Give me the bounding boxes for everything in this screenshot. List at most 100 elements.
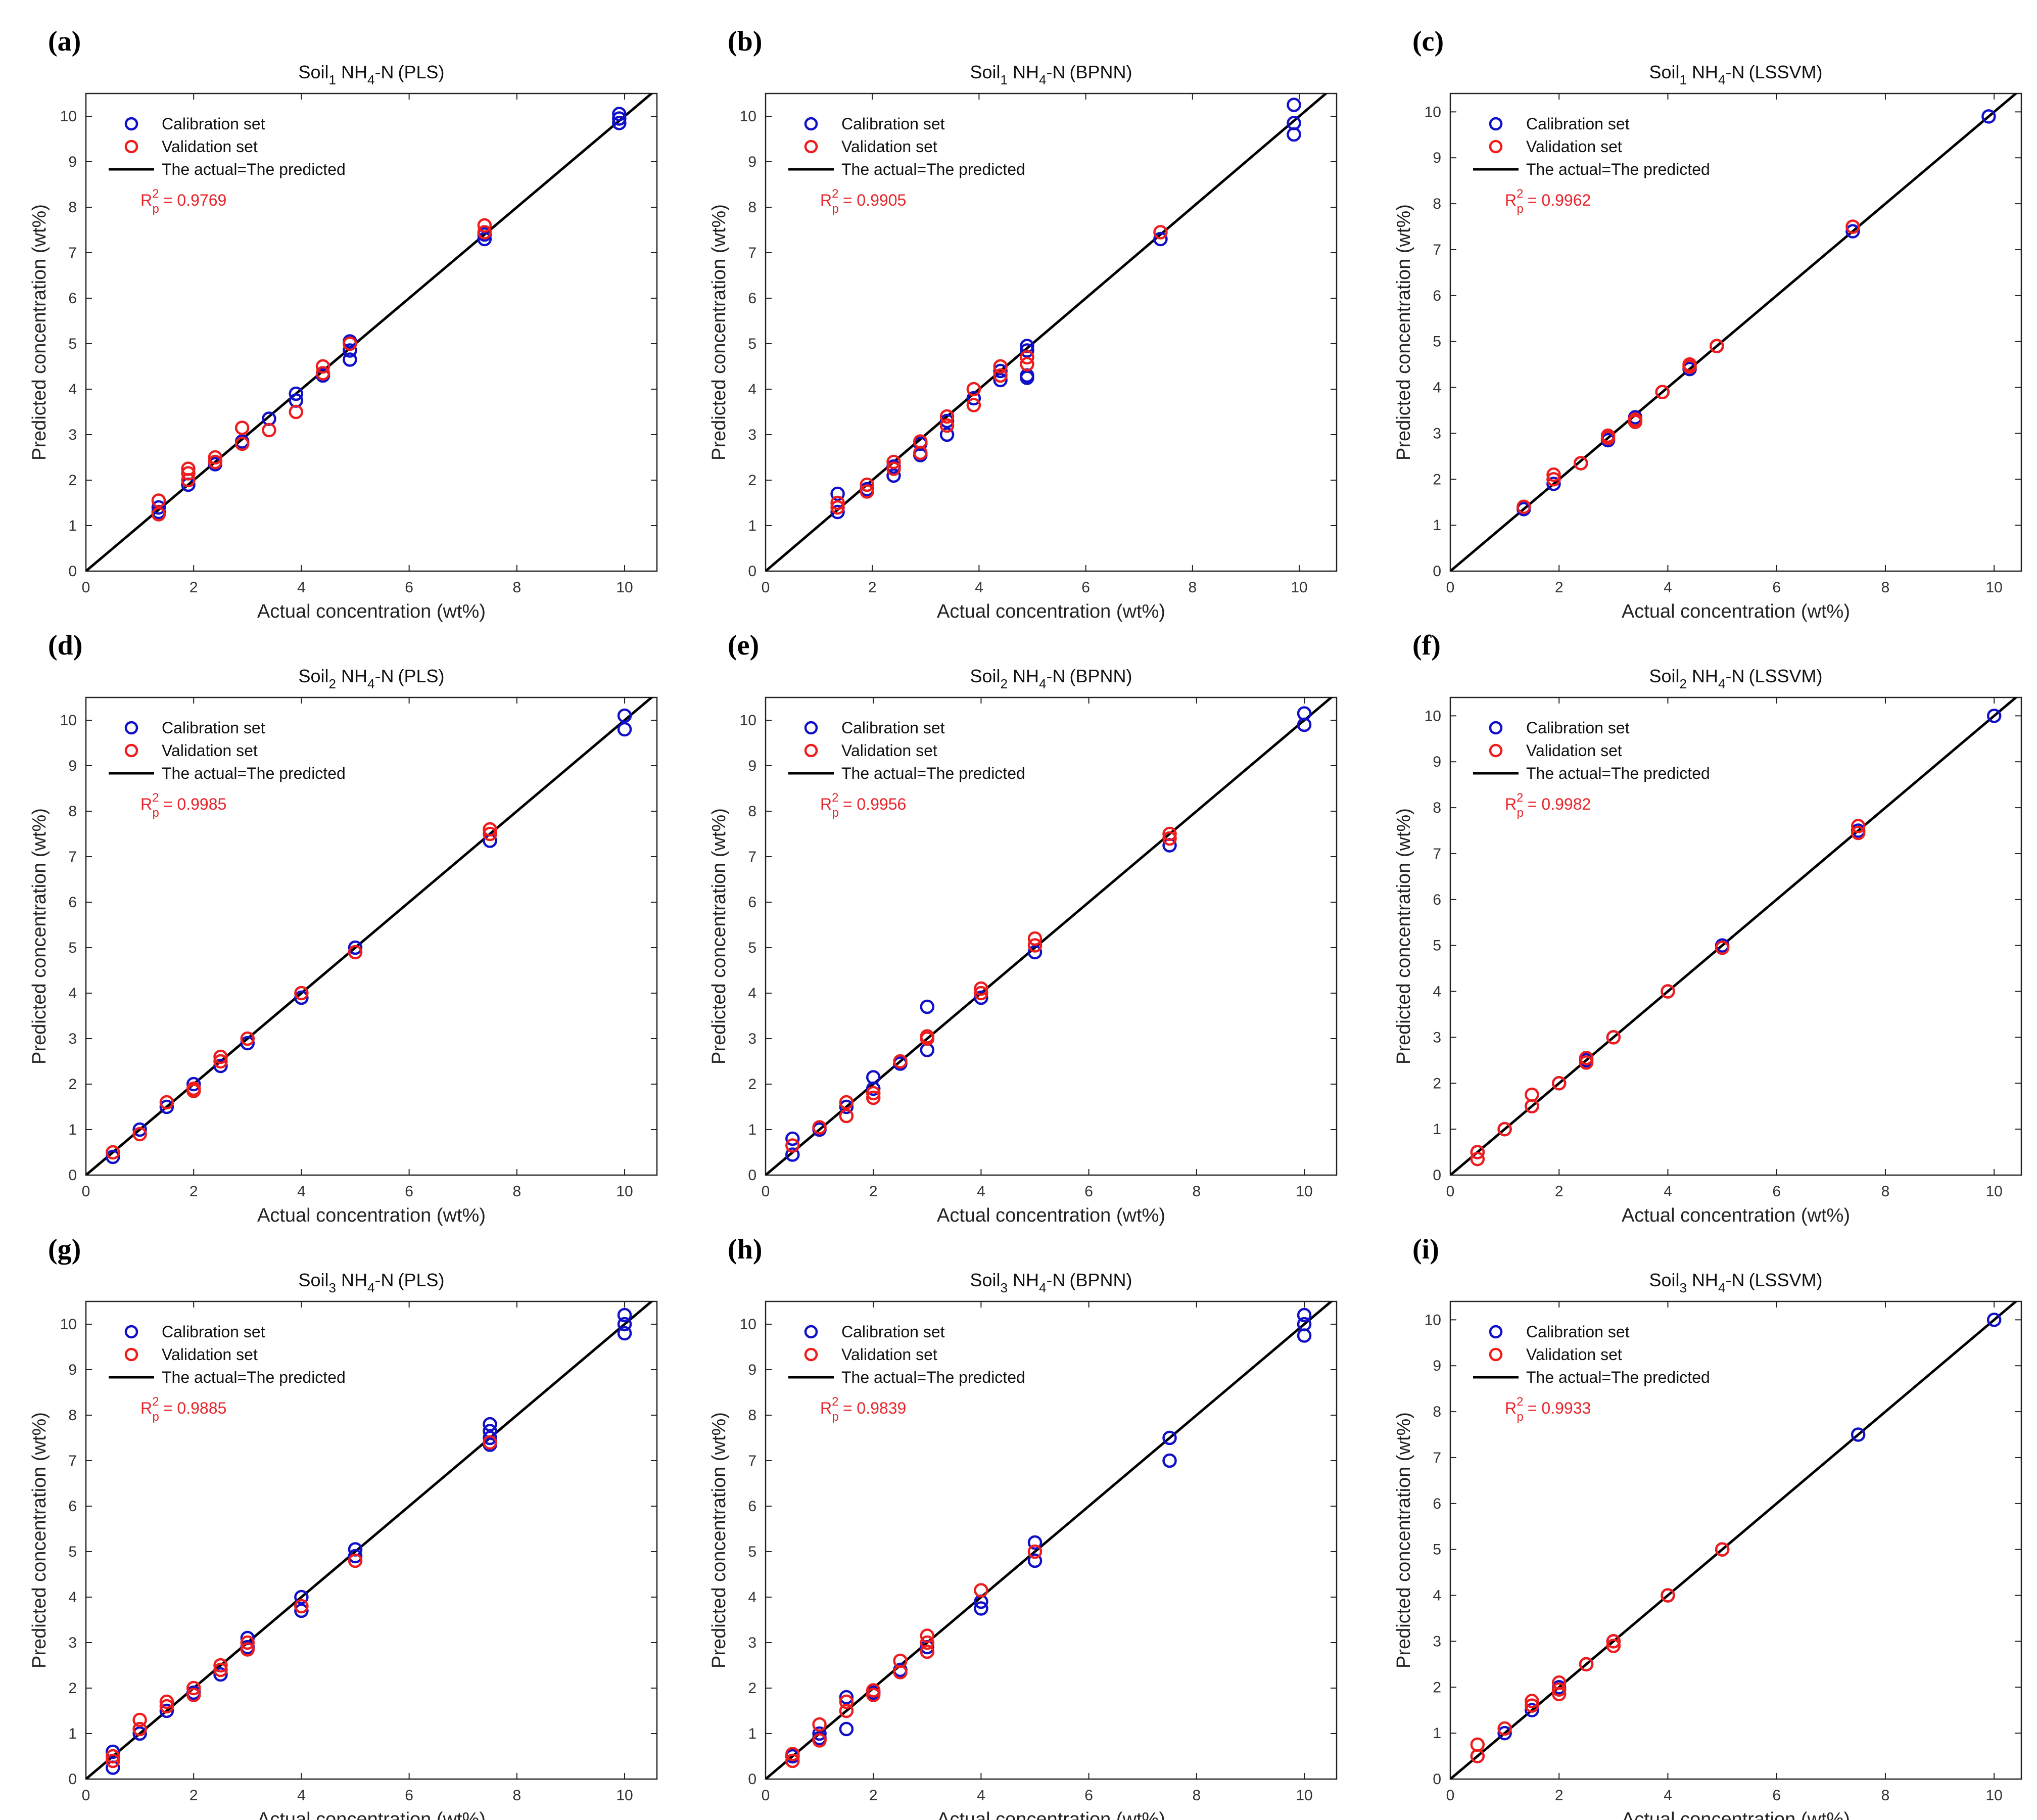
- y-tick-label: 6: [748, 1498, 756, 1515]
- x-tick-label: 2: [1555, 1183, 1564, 1200]
- chart-title: Soil1 NH4-N (BPNN): [970, 62, 1132, 87]
- title-species-suffix: -N: [1725, 62, 1744, 82]
- panel-letter: (a): [48, 26, 81, 57]
- legend-validation-marker: [1489, 139, 1503, 154]
- x-tick-label: 4: [1664, 579, 1672, 596]
- legend-calibration-marker: [1489, 721, 1503, 735]
- validation-point: [1470, 1151, 1485, 1166]
- y-tick-label: 7: [748, 1453, 756, 1469]
- validation-point: [315, 366, 330, 381]
- title-soil: Soil: [299, 62, 329, 82]
- calibration-point: [974, 990, 988, 1005]
- chart-panel: (d)Soil2 NH4-N (PLS)0 2 4 6 8 10012345678910Act…: [29, 630, 658, 1226]
- title-soil-index: 3: [1680, 1280, 1687, 1295]
- validation-point: [893, 1665, 908, 1679]
- validation-point: [477, 218, 492, 233]
- x-tick-label: 4: [1664, 1183, 1672, 1200]
- y-tick-label: 5: [1433, 938, 1441, 954]
- validation-point: [1710, 339, 1724, 354]
- calibration-point: [830, 504, 845, 520]
- axes-box: [1449, 92, 2022, 572]
- calibration-point: [1986, 1313, 2002, 1327]
- y-axis-label: Predicted concentration (wt%): [29, 808, 50, 1064]
- validation-point: [348, 1553, 363, 1568]
- validation-point: [1153, 225, 1168, 240]
- y-tick-label: 3: [1433, 1029, 1441, 1046]
- validation-point: [106, 1145, 120, 1160]
- axes-box: [85, 92, 658, 572]
- panel-letter: (h): [728, 1234, 762, 1265]
- validation-point: [208, 454, 223, 470]
- validation-point: [1606, 1639, 1621, 1653]
- title-soil-index: 3: [1001, 1280, 1008, 1295]
- r2-superscript: 2: [1517, 187, 1523, 201]
- r2-symbol: R: [1505, 1399, 1517, 1417]
- calibration-point: [477, 231, 492, 247]
- calibration-point: [213, 1058, 228, 1074]
- title-species-subscript: 4: [1039, 72, 1046, 87]
- y-tick-label: 7: [1433, 242, 1441, 258]
- title-species: NH: [1013, 666, 1039, 686]
- calibration-point: [132, 1122, 147, 1137]
- r2-superscript: 2: [152, 1395, 159, 1409]
- title-model: (PLS): [398, 62, 444, 82]
- validation-point: [132, 1712, 147, 1728]
- x-tick-label: 2: [868, 579, 877, 596]
- y-tick-label: 7: [1433, 846, 1441, 862]
- y-tick-label: 1: [68, 1725, 77, 1742]
- validation-point: [213, 1054, 228, 1069]
- y-tick-label: 0: [68, 1167, 77, 1184]
- r2-symbol: R: [140, 795, 152, 813]
- validation-point: [483, 1435, 497, 1450]
- legend-line-label: The actual=The predicted: [841, 764, 1025, 782]
- x-tick-label: 0: [762, 579, 770, 596]
- y-tick-label: 0: [68, 563, 77, 580]
- y-tick-label: 4: [68, 381, 77, 398]
- x-tick-label: 6: [1772, 1787, 1781, 1804]
- validation-point: [939, 409, 955, 424]
- y-tick-label: 9: [1433, 754, 1441, 770]
- x-tick-label: 8: [1189, 579, 1197, 596]
- y-tick-label: 8: [748, 1407, 756, 1424]
- calibration-point: [839, 1721, 854, 1737]
- title-soil-index: 3: [329, 1280, 336, 1295]
- axes-box: [765, 696, 1338, 1176]
- validation-point: [920, 1628, 935, 1643]
- y-tick-label: 1: [1433, 517, 1441, 534]
- title-soil: Soil: [970, 1270, 1001, 1290]
- y-tick-label: 10: [60, 1316, 77, 1333]
- y-axis-label: Predicted concentration (wt%): [708, 204, 730, 460]
- y-tick-label: 1: [748, 518, 756, 534]
- validation-point: [151, 493, 166, 508]
- validation-point: [860, 484, 874, 499]
- y-axis-label: Predicted concentration (wt%): [708, 1412, 730, 1668]
- panel-letter: (f): [1412, 630, 1441, 661]
- r2-superscript: 2: [1517, 1395, 1523, 1409]
- validation-point: [1020, 357, 1034, 371]
- y-tick-label: 8: [1433, 800, 1441, 816]
- validation-point: [1497, 1122, 1512, 1137]
- validation-point: [234, 436, 250, 451]
- validation-point: [866, 1090, 881, 1105]
- calibration-point: [617, 1326, 632, 1341]
- r2-symbol: R: [140, 191, 152, 209]
- calibration-point: [1986, 709, 2002, 723]
- validation-point: [240, 1635, 255, 1650]
- legend-calibration-label: Calibration set: [162, 719, 265, 737]
- legend-calibration-label: Calibration set: [1526, 719, 1630, 737]
- chart-panel: (h)Soil3 NH4-N (BPNN)0 2 4 6 8 10012345678910Ac…: [708, 1234, 1338, 1820]
- x-axis-label: Actual concentration (wt%): [257, 1809, 486, 1820]
- y-tick-label: 5: [1433, 1542, 1441, 1558]
- validation-point: [1628, 412, 1643, 427]
- title-species-suffix: -N: [1046, 1270, 1065, 1290]
- chart-panel: (a)Soil1 NH4-N (PLS)0 2 4 6 8 10012345678910Act…: [29, 26, 658, 622]
- calibration-point: [106, 1744, 120, 1759]
- x-axis-label: Actual concentration (wt%): [1622, 1809, 1850, 1820]
- calibration-point: [993, 372, 1008, 388]
- validation-point: [132, 1721, 147, 1737]
- y-tick-label: 1: [68, 1122, 77, 1138]
- validation-point: [1525, 1694, 1539, 1708]
- legend-validation-label: Validation set: [162, 1345, 258, 1364]
- y-tick-label: 0: [1433, 1167, 1441, 1184]
- validation-point: [812, 1733, 827, 1748]
